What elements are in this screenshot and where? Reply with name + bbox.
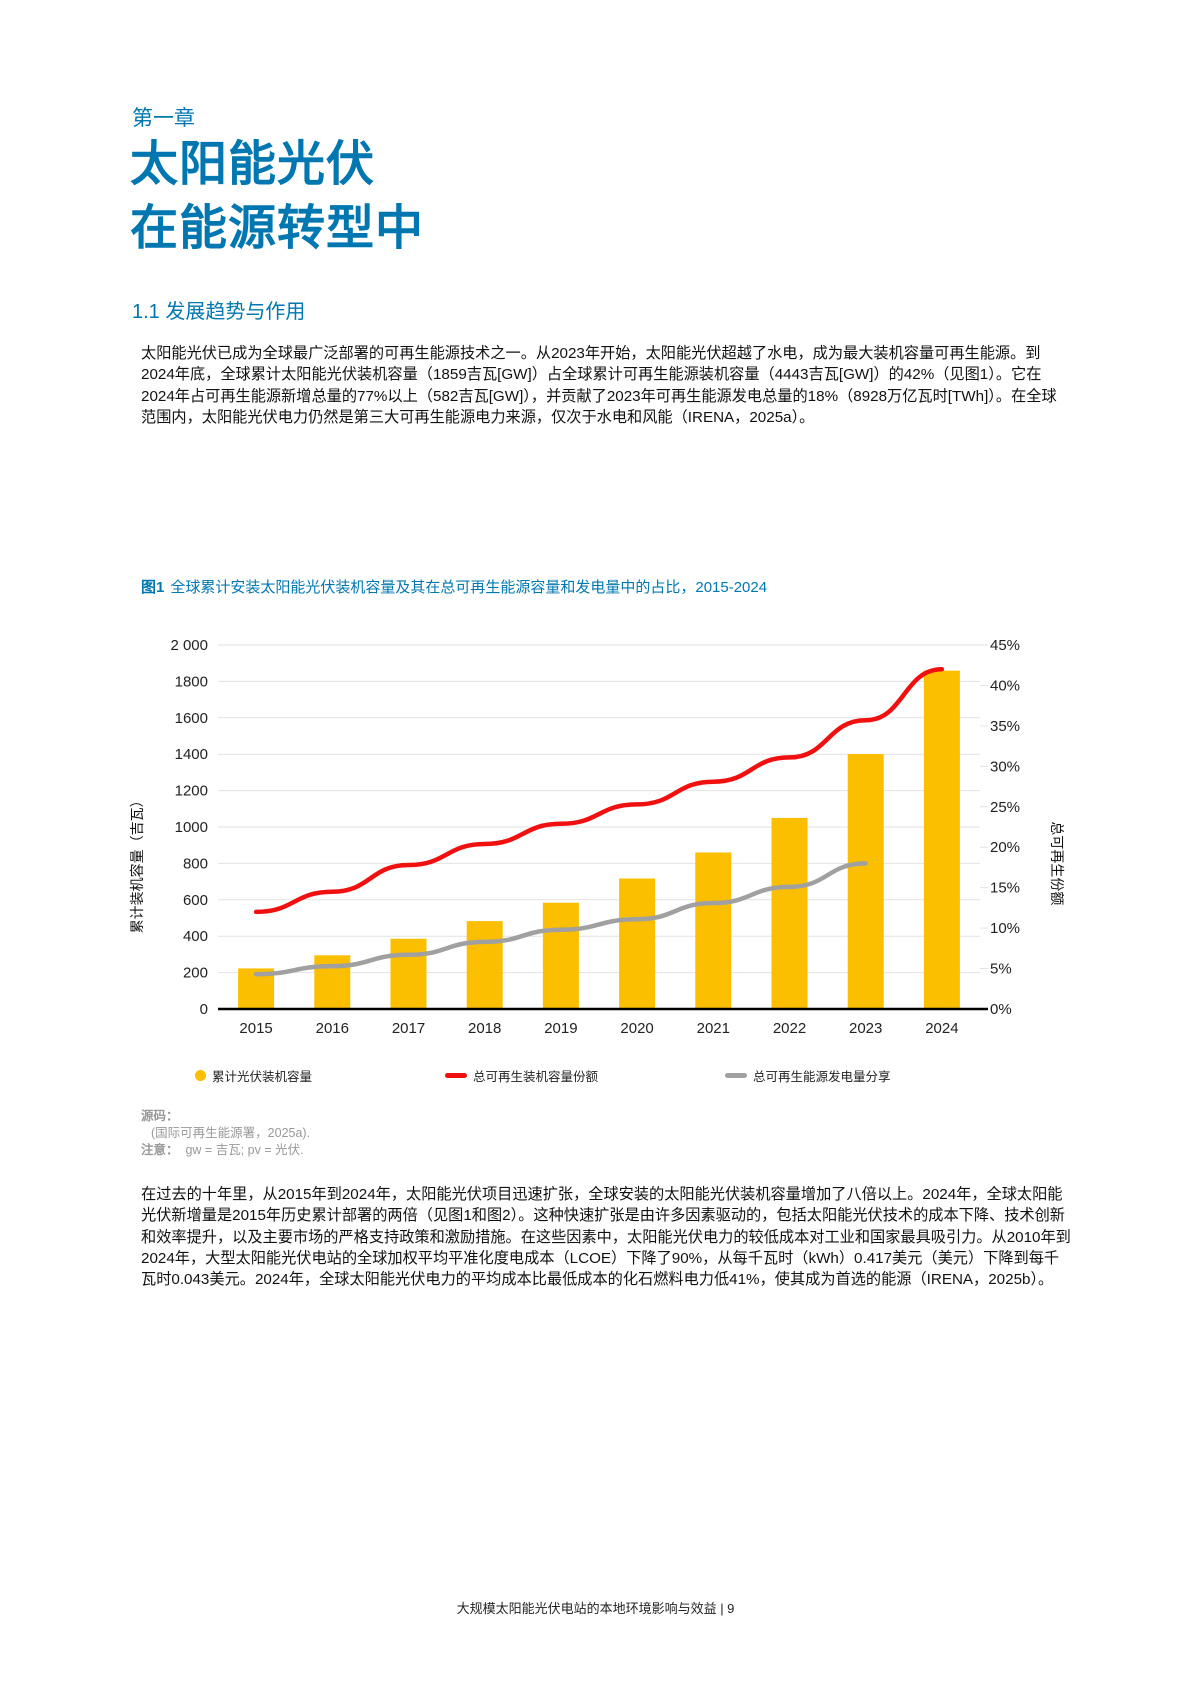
y-axis-title: 累计装机容量（吉瓦） (129, 793, 145, 933)
chart-legend: 累计光伏装机容量 总可再生装机容量份额 总可再生能源发电量分享 (195, 1066, 995, 1086)
y-tick-label: 400 (183, 928, 208, 945)
y-right-tick-label: 35% (990, 718, 1020, 735)
y-right-tick-label: 30% (990, 758, 1020, 775)
y-right-tick-label: 10% (990, 920, 1020, 937)
source-label: 源码： (141, 1109, 179, 1123)
bar-2020 (619, 878, 656, 1009)
y-right-tick-label: 45% (990, 637, 1020, 654)
bar-2017 (390, 938, 427, 1009)
legend-label-capacity: 累计光伏装机容量 (212, 1070, 313, 1084)
x-tick-label: 2021 (697, 1020, 730, 1037)
y-right-tick-label: 20% (990, 839, 1020, 856)
paragraph-intro: 太阳能光伏已成为全球最广泛部署的可再生能源技术之一。从2023年开始，太阳能光伏… (141, 345, 1057, 426)
x-tick-label: 2017 (392, 1020, 425, 1037)
title-line-2: 在能源转型中 (130, 202, 425, 255)
bar-2019 (542, 902, 579, 1009)
y-tick-label: 1600 (175, 710, 208, 727)
x-tick-label: 2015 (239, 1020, 272, 1037)
x-tick-label: 2022 (773, 1020, 806, 1037)
line-总可再生能源发电量分享 (253, 861, 868, 977)
y-right-tick-label: 0% (990, 1001, 1012, 1018)
x-tick-label: 2018 (468, 1020, 501, 1037)
y-right-axis-title: 总可再生份额 (1049, 821, 1065, 905)
legend-item-generation-share: 总可再生能源发电量分享 (725, 1066, 891, 1085)
bar-2024 (923, 670, 960, 1009)
y-tick-label: 200 (183, 965, 208, 982)
bar-2021 (695, 852, 732, 1009)
y-tick-label: 1800 (175, 673, 208, 690)
y-right-tick-label: 25% (990, 799, 1020, 816)
x-tick-label: 2024 (925, 1020, 958, 1037)
bar-2018 (466, 921, 503, 1009)
figure-label: 图1 (141, 579, 165, 596)
y-tick-label: 2 000 (170, 637, 208, 654)
figure-source: 源码： (国际可再生能源署，2025a). 注意： gw = 吉瓦; pv = … (141, 1108, 310, 1159)
combo-chart: 0 200 400 600 800 1000 1200 1400 1600 1800 2 000 0%… (129, 637, 1065, 1037)
legend-item-capacity: 累计光伏装机容量 (195, 1066, 312, 1085)
title-line-1: 太阳能光伏 (130, 138, 376, 191)
y-tick-label: 1400 (175, 746, 208, 763)
bar-2022 (771, 817, 808, 1009)
source-text: (国际可再生能源署，2025a). (151, 1126, 311, 1140)
x-tick-label: 2019 (544, 1020, 577, 1037)
y-right-tick-label: 15% (990, 880, 1020, 897)
legend-item-capacity-share: 总可再生装机容量份额 (445, 1066, 598, 1085)
bar-2023 (847, 754, 884, 1009)
note-text: gw = 吉瓦; pv = 光伏. (185, 1143, 304, 1157)
legend-line-red-icon (445, 1073, 467, 1078)
figure-caption-text: 全球累计安装太阳能光伏装机容量及其在总可再生能源容量和发电量中的占比，2015-… (170, 579, 768, 596)
x-tick-label: 2020 (620, 1020, 653, 1037)
page-title: 太阳能光伏 在能源转型中 (130, 133, 424, 261)
paragraph-growth: 在过去的十年里，从2015年到2024年，太阳能光伏项目迅速扩张，全球安装的太阳… (141, 1186, 1071, 1289)
y-tick-label: 1000 (175, 819, 208, 836)
x-tick-label: 2023 (849, 1020, 882, 1037)
legend-label-capacity-share: 总可再生装机容量份额 (473, 1070, 599, 1084)
section-heading: 1.1 发展趋势与作用 (132, 301, 306, 323)
x-tick-label: 2016 (316, 1020, 349, 1037)
line-总可再生装机容量份额 (253, 667, 945, 915)
y-tick-label: 0 (200, 1001, 208, 1018)
legend-dot-icon (195, 1070, 206, 1081)
y-tick-label: 800 (183, 855, 208, 872)
legend-label-generation-share: 总可再生能源发电量分享 (753, 1070, 891, 1084)
y-right-tick-label: 40% (990, 677, 1020, 694)
chapter-label: 第一章 (132, 107, 195, 130)
bar-2016 (314, 955, 351, 1009)
figure-caption: 图1 全球累计安装太阳能光伏装机容量及其在总可再生能源容量和发电量中的占比，201… (141, 577, 901, 598)
page-footer: 大规模太阳能光伏电站的本地环境影响与效益 | 9 (456, 1601, 735, 1616)
y-tick-label: 1200 (175, 783, 208, 800)
note-label: 注意： (141, 1143, 179, 1157)
y-right-tick-label: 5% (990, 961, 1012, 978)
y-tick-label: 600 (183, 892, 208, 909)
legend-line-gray-icon (725, 1073, 747, 1078)
